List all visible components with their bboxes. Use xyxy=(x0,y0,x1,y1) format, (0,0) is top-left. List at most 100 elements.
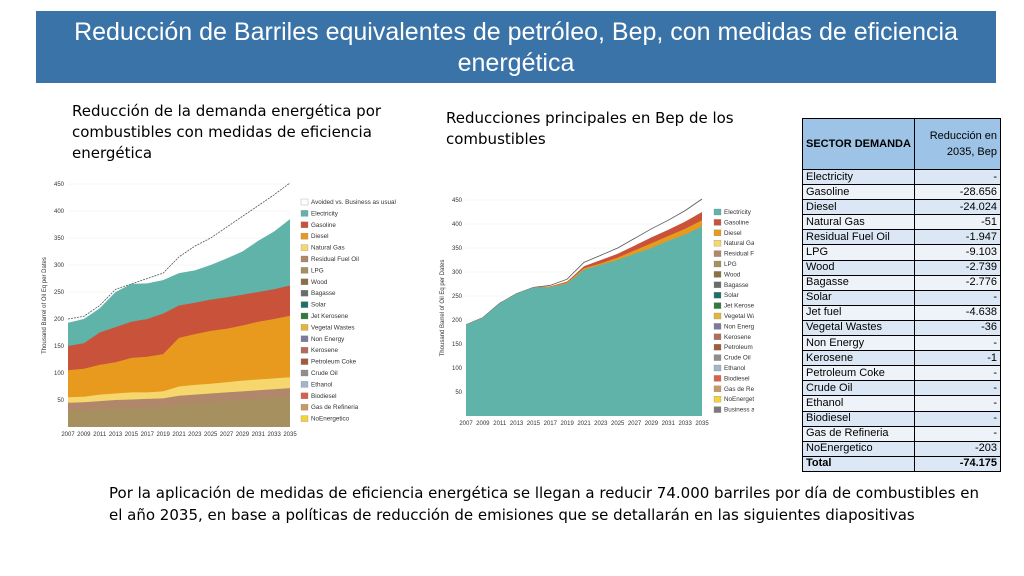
y-axis-title: Thousand Barrel of Oil Eq per Dates xyxy=(440,260,446,357)
y-tick-label: 450 xyxy=(54,182,65,188)
table-row: Non Energy - xyxy=(802,335,1002,352)
table-cell-value: - xyxy=(913,335,1002,352)
legend-swatch xyxy=(300,358,309,365)
x-tick-label: 2033 xyxy=(678,421,692,427)
legend-label: Vegetal Wastes xyxy=(724,313,754,320)
table-cell-value: -2.739 xyxy=(913,259,1002,276)
table-cell-sector: Ethanol xyxy=(802,395,915,412)
legend-swatch xyxy=(713,323,722,330)
legend-label: Diesel xyxy=(724,230,742,237)
x-tick-label: 2011 xyxy=(493,421,507,427)
legend-swatch xyxy=(300,255,309,263)
x-tick-label: 2007 xyxy=(61,432,75,438)
caption-left: Reducción de la demanda energética por c… xyxy=(72,102,382,162)
legend-label: Electricity xyxy=(724,209,752,216)
legend-label: Natural Gas xyxy=(311,245,345,252)
legend-swatch xyxy=(300,210,309,217)
legend-label: Biodiesel xyxy=(724,375,750,382)
legend-swatch xyxy=(713,219,722,226)
table-row: Kerosene -1 xyxy=(802,350,1002,367)
table-header-value: Reducción en 2035, Bep xyxy=(913,118,1002,170)
x-tick-label: 2011 xyxy=(93,432,107,438)
table-header-sector: SECTOR DEMANDA xyxy=(802,118,915,170)
legend-label: Residual Fuel Oil xyxy=(311,256,359,263)
table-row: Wood -2.739 xyxy=(802,259,1002,276)
table-row: Residual Fuel Oil -1.947 xyxy=(802,229,1002,246)
legend-label: NoEnergetico xyxy=(724,396,754,403)
table-row: NoEnergetico -203 xyxy=(802,440,1002,457)
y-axis-title: Thousand Barrel of Oil Eq per Dates xyxy=(42,257,48,354)
table-row: Petroleum Coke - xyxy=(802,365,1002,382)
legend-swatch xyxy=(713,385,722,392)
legend-label: Vegetal Wastes xyxy=(311,324,355,331)
table-row: Biodiesel - xyxy=(802,410,1002,427)
legend-label: Ethanol xyxy=(311,381,332,388)
legend-swatch xyxy=(713,312,722,320)
series-line xyxy=(67,182,291,320)
table-cell-value: - xyxy=(913,410,1002,427)
total-label: Total xyxy=(802,455,915,472)
y-tick-label: 200 xyxy=(452,318,463,324)
table-cell-sector: Non Energy xyxy=(802,335,915,352)
legend-swatch xyxy=(300,392,309,399)
legend-label: Wood xyxy=(724,271,741,278)
chart-left-svg: Thousand Barrel of Oil Eq per Dates 50 100… xyxy=(42,182,396,438)
legend-label: Wood xyxy=(311,279,328,286)
legend-swatch xyxy=(300,233,309,240)
table-cell-sector: Solar xyxy=(802,289,915,306)
legend-label: Solar xyxy=(724,292,739,299)
legend-swatch xyxy=(713,396,722,403)
table-cell-value: -24.024 xyxy=(913,199,1002,216)
y-tick-label: 150 xyxy=(452,342,463,348)
legend-swatch xyxy=(300,301,309,308)
table-cell-value: -2.776 xyxy=(913,274,1002,291)
legend-label: Crude Oil xyxy=(311,370,338,377)
x-tick-label: 2027 xyxy=(628,421,642,427)
table-row: Solar - xyxy=(802,289,1002,306)
table-cell-sector: Bagasse xyxy=(802,274,915,291)
legend-label: Residual Fuel Oil xyxy=(724,251,754,258)
table-cell-sector: Electricity xyxy=(802,168,915,186)
y-tick-label: 200 xyxy=(54,317,65,323)
x-tick-label: 2007 xyxy=(459,421,473,427)
legend-label: LPG xyxy=(724,261,737,268)
y-tick-label: 100 xyxy=(452,366,463,372)
legend-swatch xyxy=(713,344,722,351)
y-tick-label: 300 xyxy=(54,263,65,269)
table-row: Crude Oil - xyxy=(802,380,1002,397)
table-cell-value: -1 xyxy=(913,350,1002,367)
x-tick-label: 2015 xyxy=(527,421,541,427)
y-tick-label: 100 xyxy=(54,371,65,377)
legend-label: Non Energy xyxy=(724,323,754,330)
table-cell-sector: Crude Oil xyxy=(802,380,915,397)
y-tick-label: 250 xyxy=(452,294,463,300)
table-cell-sector: NoEnergetico xyxy=(802,440,915,457)
legend-label: Kerosene xyxy=(311,347,338,354)
x-tick-label: 2031 xyxy=(662,421,676,427)
legend-label: Non Energy xyxy=(311,336,345,343)
x-tick-label: 2015 xyxy=(125,432,139,438)
table-cell-value: - xyxy=(913,289,1002,306)
x-tick-label: 2013 xyxy=(109,432,123,438)
legend-label: Gas de Refineria xyxy=(724,386,754,393)
legend-swatch xyxy=(713,375,722,382)
table-row: LPG -9.103 xyxy=(802,244,1002,261)
legend-swatch xyxy=(713,302,722,309)
chart-demand-reduction: Thousand Barrel of Oil Eq per Dates 50 100… xyxy=(36,178,398,441)
legend-swatch xyxy=(300,244,309,251)
legend-label: Business as usual xyxy=(724,407,754,414)
table-row: Diesel -24.024 xyxy=(802,199,1002,216)
legend-swatch xyxy=(300,381,309,388)
legend-label: Gas de Refineria xyxy=(311,404,359,411)
y-tick-label: 450 xyxy=(452,198,463,204)
table-cell-value: -4.638 xyxy=(913,304,1002,321)
x-tick-label: 2027 xyxy=(220,432,234,438)
legend-label: Jet Kerosene xyxy=(724,303,754,310)
legend-label: LPG xyxy=(311,267,324,274)
legend-swatch xyxy=(713,281,722,288)
y-tick-label: 50 xyxy=(57,398,64,404)
x-tick-label: 2025 xyxy=(611,421,625,427)
legend-label: Petroleum Coke xyxy=(311,359,357,366)
series-area xyxy=(466,226,702,416)
slide-title: Reducción de Barriles equivalentes de pe… xyxy=(36,11,996,83)
